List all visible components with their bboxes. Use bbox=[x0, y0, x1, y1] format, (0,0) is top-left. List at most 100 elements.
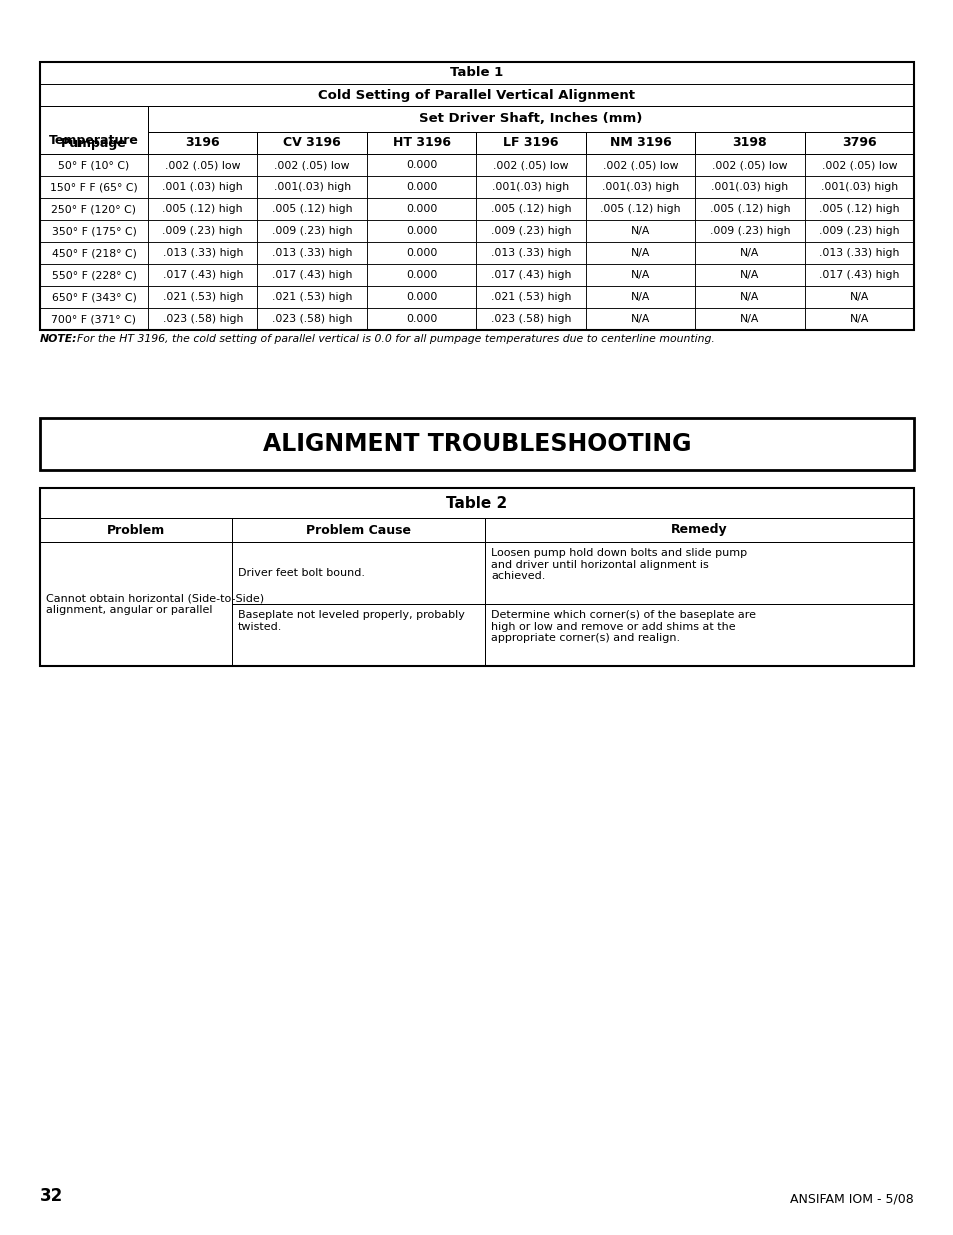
Text: 0.000: 0.000 bbox=[405, 226, 436, 236]
Text: Cold Setting of Parallel Vertical Alignment: Cold Setting of Parallel Vertical Alignm… bbox=[318, 89, 635, 101]
Bar bbox=[803, 220, 913, 242]
Text: .001(.03) high: .001(.03) high bbox=[601, 182, 679, 191]
Text: N/A: N/A bbox=[630, 270, 649, 280]
Text: N/A: N/A bbox=[849, 314, 868, 324]
Text: 0.000: 0.000 bbox=[405, 314, 436, 324]
Text: N/A: N/A bbox=[740, 248, 759, 258]
Text: .005 (.12) high: .005 (.12) high bbox=[162, 204, 243, 214]
Text: .023 (.58) high: .023 (.58) high bbox=[490, 314, 571, 324]
Text: 3196: 3196 bbox=[185, 137, 220, 149]
Text: .001(.03) high: .001(.03) high bbox=[274, 182, 351, 191]
Text: .005 (.12) high: .005 (.12) high bbox=[819, 204, 899, 214]
Bar bbox=[803, 177, 913, 198]
Bar bbox=[40, 287, 148, 308]
Bar bbox=[257, 242, 367, 264]
Text: Baseplate not leveled properly, probably
twisted.: Baseplate not leveled properly, probably… bbox=[237, 610, 464, 631]
Text: Cannot obtain horizontal (Side-to-Side)
alignment, angular or parallel: Cannot obtain horizontal (Side-to-Side) … bbox=[46, 593, 264, 615]
Text: 0.000: 0.000 bbox=[405, 182, 436, 191]
Text: .002 (.05) low: .002 (.05) low bbox=[821, 161, 896, 170]
Text: .021 (.53) high: .021 (.53) high bbox=[162, 291, 243, 303]
Text: .002 (.05) low: .002 (.05) low bbox=[274, 161, 350, 170]
Text: .021 (.53) high: .021 (.53) high bbox=[490, 291, 571, 303]
Text: N/A: N/A bbox=[740, 314, 759, 324]
Text: Set Driver Shaft, Inches (mm): Set Driver Shaft, Inches (mm) bbox=[419, 112, 642, 126]
Bar bbox=[148, 287, 257, 308]
Bar bbox=[695, 177, 803, 198]
Text: Remedy: Remedy bbox=[671, 524, 727, 536]
Bar bbox=[585, 198, 695, 220]
Bar bbox=[40, 62, 913, 330]
Text: .001 (.03) high: .001 (.03) high bbox=[162, 182, 243, 191]
Text: .005 (.12) high: .005 (.12) high bbox=[272, 204, 352, 214]
Text: 550° F (228° C): 550° F (228° C) bbox=[51, 270, 136, 280]
Bar bbox=[148, 308, 257, 330]
Bar bbox=[695, 132, 803, 154]
Text: Problem: Problem bbox=[107, 524, 165, 536]
Bar bbox=[367, 264, 476, 287]
Bar bbox=[40, 542, 232, 666]
Text: .013 (.33) high: .013 (.33) high bbox=[272, 248, 352, 258]
Text: .009 (.23) high: .009 (.23) high bbox=[162, 226, 243, 236]
Bar bbox=[476, 264, 585, 287]
Bar bbox=[40, 417, 913, 471]
Text: N/A: N/A bbox=[740, 270, 759, 280]
Text: 150° F F (65° C): 150° F F (65° C) bbox=[51, 182, 138, 191]
Bar bbox=[148, 106, 913, 132]
Text: .002 (.05) low: .002 (.05) low bbox=[493, 161, 568, 170]
Bar bbox=[695, 308, 803, 330]
Bar bbox=[476, 154, 585, 177]
Bar bbox=[40, 62, 913, 84]
Text: .013 (.33) high: .013 (.33) high bbox=[819, 248, 899, 258]
Bar bbox=[232, 604, 484, 666]
Text: 0.000: 0.000 bbox=[405, 161, 436, 170]
Bar bbox=[585, 220, 695, 242]
Text: 32: 32 bbox=[40, 1187, 63, 1205]
Text: .001(.03) high: .001(.03) high bbox=[492, 182, 569, 191]
Text: 50° F (10° C): 50° F (10° C) bbox=[58, 161, 130, 170]
Bar bbox=[803, 154, 913, 177]
Bar bbox=[803, 308, 913, 330]
Text: .017 (.43) high: .017 (.43) high bbox=[819, 270, 899, 280]
Text: Pumpage: Pumpage bbox=[61, 137, 127, 149]
Bar bbox=[40, 177, 148, 198]
Bar bbox=[148, 177, 257, 198]
Text: N/A: N/A bbox=[740, 291, 759, 303]
Bar bbox=[40, 198, 148, 220]
Text: 3198: 3198 bbox=[732, 137, 766, 149]
Bar bbox=[40, 308, 148, 330]
Text: .017 (.43) high: .017 (.43) high bbox=[162, 270, 243, 280]
Bar bbox=[484, 604, 913, 666]
Text: Loosen pump hold down bolts and slide pump
and driver until horizontal alignment: Loosen pump hold down bolts and slide pu… bbox=[491, 548, 746, 582]
Bar bbox=[257, 308, 367, 330]
Bar bbox=[40, 154, 148, 177]
Text: Driver feet bolt bound.: Driver feet bolt bound. bbox=[237, 568, 365, 578]
Bar bbox=[367, 220, 476, 242]
Bar bbox=[695, 264, 803, 287]
Text: 250° F (120° C): 250° F (120° C) bbox=[51, 204, 136, 214]
Text: .002 (.05) low: .002 (.05) low bbox=[602, 161, 678, 170]
Text: .005 (.12) high: .005 (.12) high bbox=[490, 204, 571, 214]
Text: HT 3196: HT 3196 bbox=[393, 137, 450, 149]
Bar bbox=[476, 242, 585, 264]
Bar bbox=[484, 517, 913, 542]
Bar bbox=[367, 177, 476, 198]
Text: 0.000: 0.000 bbox=[405, 204, 436, 214]
Bar bbox=[476, 287, 585, 308]
Text: .013 (.33) high: .013 (.33) high bbox=[490, 248, 571, 258]
Bar bbox=[257, 287, 367, 308]
Text: 350° F (175° C): 350° F (175° C) bbox=[51, 226, 136, 236]
Bar bbox=[148, 132, 257, 154]
Text: Table 2: Table 2 bbox=[446, 495, 507, 510]
Bar bbox=[40, 220, 148, 242]
Bar bbox=[257, 220, 367, 242]
Bar bbox=[476, 132, 585, 154]
Text: ANSIFAM IOM - 5/08: ANSIFAM IOM - 5/08 bbox=[789, 1192, 913, 1205]
Text: ALIGNMENT TROUBLESHOOTING: ALIGNMENT TROUBLESHOOTING bbox=[262, 432, 691, 456]
Text: .013 (.33) high: .013 (.33) high bbox=[162, 248, 243, 258]
Bar bbox=[232, 542, 484, 604]
Bar bbox=[695, 154, 803, 177]
Text: .009 (.23) high: .009 (.23) high bbox=[490, 226, 571, 236]
Text: 700° F (371° C): 700° F (371° C) bbox=[51, 314, 136, 324]
Bar bbox=[40, 242, 148, 264]
Bar bbox=[803, 132, 913, 154]
